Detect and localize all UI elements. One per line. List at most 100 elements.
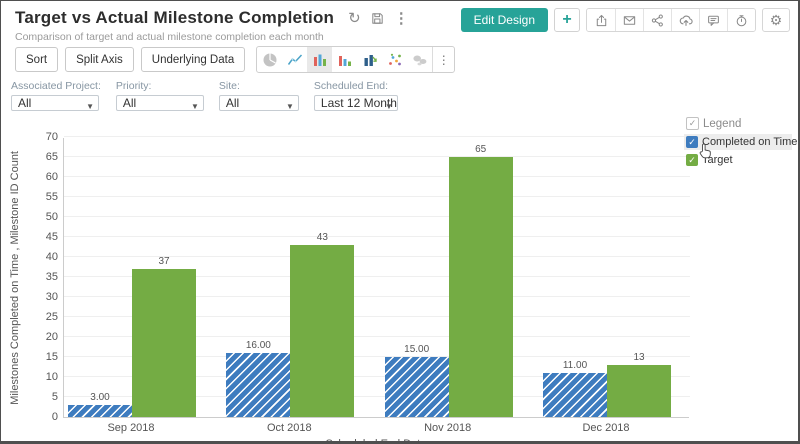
- more-icon[interactable]: ⋮: [393, 9, 409, 27]
- bar-target[interactable]: [448, 157, 513, 417]
- gridline: [64, 196, 690, 197]
- alert-icon[interactable]: [727, 9, 755, 31]
- y-tick-label: 60: [45, 171, 58, 183]
- bar-value-label: 65: [475, 144, 487, 155]
- gridline: [64, 256, 690, 257]
- y-tick-label: 65: [45, 151, 58, 163]
- bar-group: 11.00 13: [543, 352, 671, 417]
- bar-value-label: 13: [633, 352, 645, 363]
- gridline: [64, 316, 690, 317]
- chart-region: Milestones Completed on Time , Milestone…: [1, 111, 798, 444]
- page-title: Target vs Actual Milestone Completion: [15, 8, 335, 27]
- mouse-cursor-icon: [699, 143, 711, 159]
- add-button[interactable]: +: [554, 8, 580, 32]
- bar-column: 65: [448, 144, 513, 417]
- publish-icon[interactable]: [671, 9, 699, 31]
- bar-target[interactable]: [132, 269, 196, 417]
- gridline: [64, 336, 690, 337]
- gridline: [64, 136, 690, 137]
- filters-bar: Associated Project: All ▼ Priority: All ▼ …: [1, 73, 798, 111]
- refresh-icon[interactable]: ↻: [348, 9, 361, 27]
- legend-panel: ✓ Legend ✓ Completed on Time ✓ Target: [684, 115, 797, 168]
- split-axis-button[interactable]: Split Axis: [65, 47, 134, 72]
- y-tick-label: 15: [45, 351, 58, 363]
- gridline: [64, 236, 690, 237]
- bar-column: 16.00: [226, 340, 291, 417]
- column-chart-icon[interactable]: [332, 47, 357, 72]
- y-tick-label: 30: [45, 291, 58, 303]
- filter-priority: Priority: All ▼: [115, 80, 204, 111]
- underlying-data-button[interactable]: Underlying Data: [140, 47, 246, 72]
- bar-value-label: 3.00: [90, 392, 110, 403]
- more-chart-types-icon[interactable]: ⋮: [432, 47, 454, 72]
- bar-completed[interactable]: [226, 353, 291, 417]
- x-axis-labels: Sep 2018 Oct 2018 Nov 2018 Dec 2018: [63, 422, 689, 436]
- legend-item-completed-on-time[interactable]: ✓ Completed on Time: [684, 134, 797, 159]
- bar-column: 37: [132, 256, 196, 417]
- bar-target[interactable]: [607, 365, 671, 417]
- map-chart-icon[interactable]: [407, 47, 432, 72]
- gridline: [64, 276, 690, 277]
- legend-item-checkbox[interactable]: ✓: [686, 154, 698, 166]
- legend-checkbox[interactable]: ✓: [686, 117, 699, 130]
- gridline: [64, 296, 690, 297]
- bar-group: 3.00 37: [68, 256, 196, 417]
- gridline: [64, 176, 690, 177]
- header: Target vs Actual Milestone Completion ↻ …: [1, 1, 798, 43]
- line-chart-icon[interactable]: [282, 47, 307, 72]
- y-tick-label: 35: [45, 271, 58, 283]
- chevron-down-icon: ▼: [86, 102, 94, 111]
- bar-completed[interactable]: [68, 405, 132, 417]
- gridline: [64, 356, 690, 357]
- x-tick-label: Sep 2018: [107, 422, 155, 434]
- associated-project-select[interactable]: All ▼: [11, 95, 99, 111]
- priority-select[interactable]: All ▼: [115, 95, 204, 111]
- x-tick-label: Nov 2018: [424, 422, 472, 434]
- gridline: [64, 156, 690, 157]
- x-tick-label: Dec 2018: [582, 422, 630, 434]
- bar-column: 43: [290, 232, 355, 417]
- legend-toggle[interactable]: ✓ Legend: [684, 115, 792, 132]
- bar-value-label: 11.00: [562, 360, 588, 371]
- bar-value-label: 43: [316, 232, 328, 243]
- site-select[interactable]: All ▼: [218, 95, 299, 111]
- filter-label: Priority:: [115, 80, 152, 92]
- chart-type-selector: ⋮: [256, 46, 456, 73]
- bar-column: 11.00: [543, 360, 607, 417]
- header-action-group: [586, 8, 756, 32]
- y-tick-label: 20: [45, 331, 58, 343]
- pie-chart-icon[interactable]: [257, 47, 282, 72]
- filter-scheduled-end: Scheduled End: Last 12 Month(s)▼: [313, 80, 398, 111]
- bar-chart-icon[interactable]: [307, 47, 333, 72]
- chevron-down-icon: ▼: [190, 102, 199, 111]
- bar-target[interactable]: [290, 245, 355, 417]
- export-icon[interactable]: [587, 9, 615, 31]
- comment-icon[interactable]: [699, 9, 727, 31]
- bar-completed[interactable]: [384, 357, 449, 417]
- y-tick-label: 50: [45, 211, 58, 223]
- y-tick-label: 45: [45, 231, 58, 243]
- bar-value-label: 16.00: [245, 340, 271, 351]
- legend-item-checkbox[interactable]: ✓: [686, 136, 698, 148]
- filter-site: Site: All ▼: [218, 80, 299, 111]
- bar-group: 15.00 65: [384, 144, 513, 417]
- scatter-chart-icon[interactable]: [382, 47, 407, 72]
- gridline: [64, 216, 690, 217]
- filter-label: Site:: [218, 80, 240, 92]
- bar-completed[interactable]: [543, 373, 607, 417]
- combo-chart-icon[interactable]: [357, 47, 382, 72]
- x-axis-title: Scheduled End Date: [325, 438, 427, 444]
- y-tick-label: 10: [45, 371, 58, 383]
- gridline: [64, 376, 690, 377]
- settings-icon[interactable]: ⚙: [762, 8, 790, 32]
- share-icon[interactable]: [643, 9, 671, 31]
- sort-button[interactable]: Sort: [15, 47, 59, 72]
- bar-column: 15.00: [384, 344, 449, 417]
- email-icon[interactable]: [615, 9, 643, 31]
- edit-design-button[interactable]: Edit Design: [460, 8, 548, 32]
- y-tick-label: 0: [51, 411, 58, 423]
- scheduled-end-select[interactable]: Last 12 Month(s)▼: [313, 95, 398, 111]
- save-icon[interactable]: [370, 11, 385, 26]
- bar-group: 16.00 43: [226, 232, 355, 417]
